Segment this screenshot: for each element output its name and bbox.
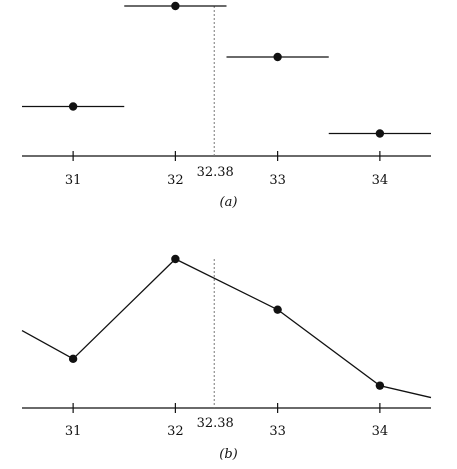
data-point (68, 102, 78, 111)
x-tick-label: 31 (65, 173, 82, 188)
data-point (171, 1, 180, 11)
panel-caption: (a) (220, 195, 238, 210)
x-tick-label: 34 (372, 424, 389, 439)
x-tick-label: 33 (269, 424, 286, 439)
x-tick-label: 34 (372, 173, 389, 188)
panel-a: 31 32 33 34 32.38 (a) (22, 1, 431, 210)
panel-caption: (b) (219, 447, 237, 462)
panel-b: 31 32 33 34 32.38 (b) (21, 254, 432, 462)
data-point (375, 381, 385, 390)
x-tick-label: 33 (269, 173, 286, 188)
data-point (273, 305, 282, 314)
data-point (171, 254, 180, 264)
marker-label: 32.38 (197, 416, 234, 431)
x-tick-label: 32 (167, 424, 184, 439)
x-tick-label: 32 (167, 173, 184, 188)
data-point (68, 354, 78, 364)
marker-label: 32.38 (197, 165, 234, 180)
data-point (375, 129, 385, 138)
x-tick-label: 31 (65, 424, 82, 439)
data-point (273, 52, 282, 62)
series-line (21, 258, 432, 399)
